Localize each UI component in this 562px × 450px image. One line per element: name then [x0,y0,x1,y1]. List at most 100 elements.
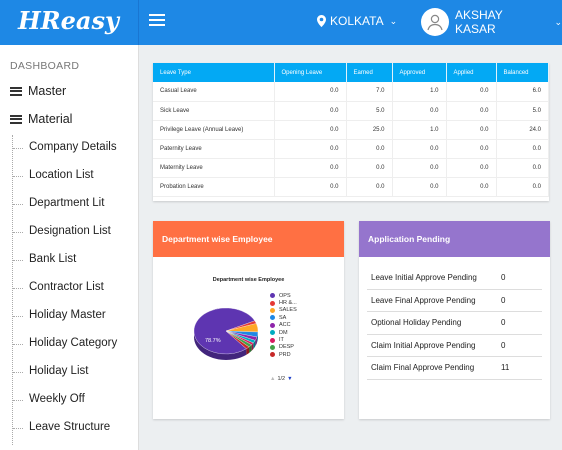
pie-slice-side [251,342,254,351]
legend-label: ACC [279,322,291,329]
sidebar-item-leave-structure[interactable]: Leave Structure [12,421,111,433]
list-icon [10,114,22,124]
column-header: Earned [346,63,393,82]
sidebar-item-department-list[interactable]: Department Lit [12,197,105,209]
sidebar-item-holiday-master[interactable]: Holiday Master [13,309,106,321]
user-icon [427,14,443,31]
table-cell: 0.0 [446,82,497,102]
logo[interactable]: HReasy [0,0,139,45]
table-cell: 0.0 [346,139,393,159]
column-header: Balanced [496,63,549,82]
sidebar: DASHBOARD Master Material Company Detail… [0,45,139,450]
sidebar-item-company-details[interactable]: Company Details [13,141,117,153]
legend-dot-icon [270,315,275,321]
table-cell: 0.0 [392,139,447,159]
top-bar: HReasy KOLKATA ⌄ AKSHAY KASAR ⌄ [0,0,562,45]
table-cell: 0.0 [274,158,347,178]
chart-legend: OPS HR &... SALES SA ACC DM IT DESP PRD [270,292,297,359]
pending-row-leave-initial[interactable]: Leave Initial Approve Pending 0 [367,267,542,290]
table-cell: 0.0 [274,139,347,159]
legend-label: SALES [279,307,297,314]
pending-card-title: Application Pending [359,221,550,257]
column-header: Leave Type [153,63,275,82]
pie-slice-side [249,344,252,353]
pager-next-icon[interactable]: ▼ [287,376,293,382]
legend-dot-icon [270,322,275,328]
pending-row-leave-final[interactable]: Leave Final Approve Pending 0 [367,290,542,312]
sidebar-item-designation-list[interactable]: Designation List [13,225,111,237]
sidebar-item-location-list[interactable]: Location List [13,169,94,181]
legend-label: SA [279,314,287,321]
pager-label: 1/2 [277,376,286,382]
sidebar-item-master[interactable]: Master [10,84,66,98]
pie-data-label: 78.7% [205,338,221,344]
location-label: KOLKATA [330,14,384,28]
pie-slice-prd[interactable] [225,330,250,349]
sidebar-item-holiday-category[interactable]: Holiday Category [12,337,118,349]
pager-prev-icon[interactable]: ▲ [270,376,276,382]
legend-dot-icon [270,352,275,358]
pending-count: 0 [501,295,506,305]
legend-dot-icon [270,330,275,336]
table-header-row: Leave Type Opening Leave Earned Approved… [153,63,549,82]
table-row: Sick Leave 0.0 5.0 0.0 0.0 5.0 [153,101,549,121]
leave-type-cell: Probation Leave [153,177,275,197]
department-card-title: Department wise Employee [153,221,344,257]
table-cell: 0.0 [274,120,347,140]
sidebar-item-contractor-list[interactable]: Contractor List [13,281,104,293]
legend-item[interactable]: ACC [270,322,297,329]
pending-row-claim-final[interactable]: Claim Final Approve Pending 11 [367,357,542,380]
chart-title: Department wise Employee [212,277,285,283]
column-header: Applied [446,63,497,82]
leave-balance-card: Leave Type Opening Leave Earned Approved… [153,63,549,201]
sidebar-item-material[interactable]: Material [10,112,72,126]
pending-row-claim-initial[interactable]: Claim Initial Approve Pending 0 [367,335,542,357]
column-header: Approved [392,63,447,82]
table-row: Privilege Leave (Annual Leave) 0.0 25.0 … [153,120,549,140]
leave-type-cell: Maternity Leave [153,158,275,178]
legend-dot-icon [270,344,275,350]
hamburger-icon-bar [149,19,165,21]
table-cell: 5.0 [496,101,549,121]
sidebar-item-weekly-off[interactable]: Weekly Off [13,393,85,405]
user-menu[interactable]: AKSHAY KASAR ⌄ [421,8,562,36]
table-cell: 0.0 [496,177,549,197]
legend-label: DM [279,329,288,336]
legend-dot-icon [270,300,275,306]
sidebar-heading[interactable]: DASHBOARD [10,60,80,72]
legend-pager: ▲ 1/2 ▼ [270,376,293,382]
table-row: Probation Leave 0.0 0.0 0.0 0.0 0.0 [153,177,549,197]
pending-row-optional-holiday[interactable]: Optional Holiday Pending 0 [367,312,542,335]
sidebar-item-holiday-list[interactable]: Holiday List [12,365,89,377]
location-selector[interactable]: KOLKATA ⌄ [317,14,397,28]
table-cell: 1.0 [392,82,447,102]
chevron-down-icon: ⌄ [554,16,562,27]
sidebar-item-bank-list[interactable]: Bank List [12,253,77,265]
table-cell: 0.0 [392,177,447,197]
sidebar-item-label: Material [28,112,73,126]
legend-item[interactable]: PRD [270,351,297,358]
table-cell: 1.0 [392,120,447,140]
menu-toggle-button[interactable] [149,14,165,28]
chevron-down-icon: ⌄ [389,15,398,26]
pie-slice-ops[interactable] [193,307,255,355]
table-cell: 0.0 [346,158,393,178]
table-cell: 0.0 [446,101,497,121]
table-cell: 0.0 [274,101,347,121]
logo-mark: HReasy [17,6,121,35]
pending-count: 0 [501,340,506,350]
legend-item[interactable]: SA [270,314,297,321]
pie-chart[interactable]: 78.7% [193,305,259,365]
legend-item[interactable]: DM [270,329,297,336]
legend-item[interactable]: HR &... [270,299,297,306]
pending-count: 11 [501,363,510,373]
table-cell: 24.0 [496,120,549,140]
table-cell: 6.0 [496,82,549,102]
legend-item[interactable]: OPS [270,292,297,299]
leave-type-cell: Sick Leave [153,101,275,121]
legend-item[interactable]: SALES [270,307,297,314]
legend-item[interactable]: IT [270,336,297,343]
legend-item[interactable]: DESP [270,344,297,351]
table-row: Maternity Leave 0.0 0.0 0.0 0.0 0.0 [153,158,549,178]
pending-count: 0 [501,318,506,328]
